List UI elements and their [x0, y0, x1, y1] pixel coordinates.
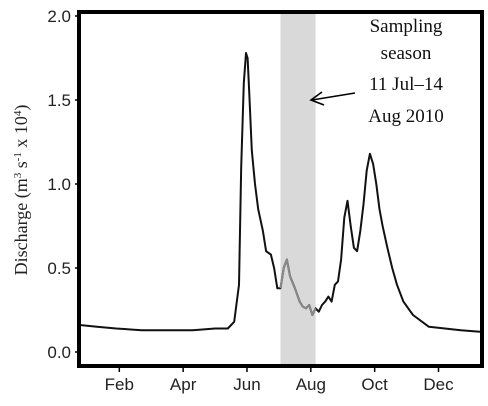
x-tick-label: Aug	[296, 375, 326, 394]
annotation-line: Aug 2010	[368, 106, 443, 127]
annotation-arrow-head	[309, 91, 325, 106]
line-layer	[80, 52, 481, 333]
x-tick-label: Oct	[361, 375, 388, 394]
plot-frame	[77, 10, 484, 368]
y-label-main: Discharge (m	[11, 178, 32, 275]
annotation-line: 11 Jul–14	[369, 74, 443, 95]
annotation-arrow-shaft	[311, 92, 356, 101]
y-tick-label: 0.5	[47, 259, 71, 278]
y-tick-label: 1.5	[47, 91, 71, 110]
y-label-sup1: 3	[12, 172, 24, 178]
x-tick-label: Dec	[423, 375, 454, 394]
x-tick-label: Jun	[233, 375, 260, 394]
annotation: Sampling season 11 Jul–14 Aug 2010	[309, 16, 444, 127]
x-tick-label: Feb	[105, 375, 134, 394]
y-tick-label: 0.0	[47, 343, 71, 362]
tick-layer: 0.0 0.5 1.0 1.5 2.0 Feb Apr Jun Aug Oct Dec	[47, 7, 454, 394]
x-tick-label: Apr	[170, 375, 197, 394]
y-label-end: )	[11, 105, 32, 111]
y-label-mid2: x 10	[11, 116, 31, 152]
annotation-line: season	[381, 43, 432, 64]
y-label-sup3: 4	[12, 110, 24, 116]
y-tick-label: 2.0	[47, 7, 71, 26]
y-axis-label: Discharge (m3 s-1 x 104)	[11, 105, 32, 276]
y-label-mid: s	[11, 161, 31, 173]
y-tick-label: 1.0	[47, 175, 71, 194]
y-label-sup2: -1	[12, 152, 24, 161]
discharge-line-sampling	[279, 258, 317, 316]
annotation-line: Sampling	[370, 16, 443, 37]
